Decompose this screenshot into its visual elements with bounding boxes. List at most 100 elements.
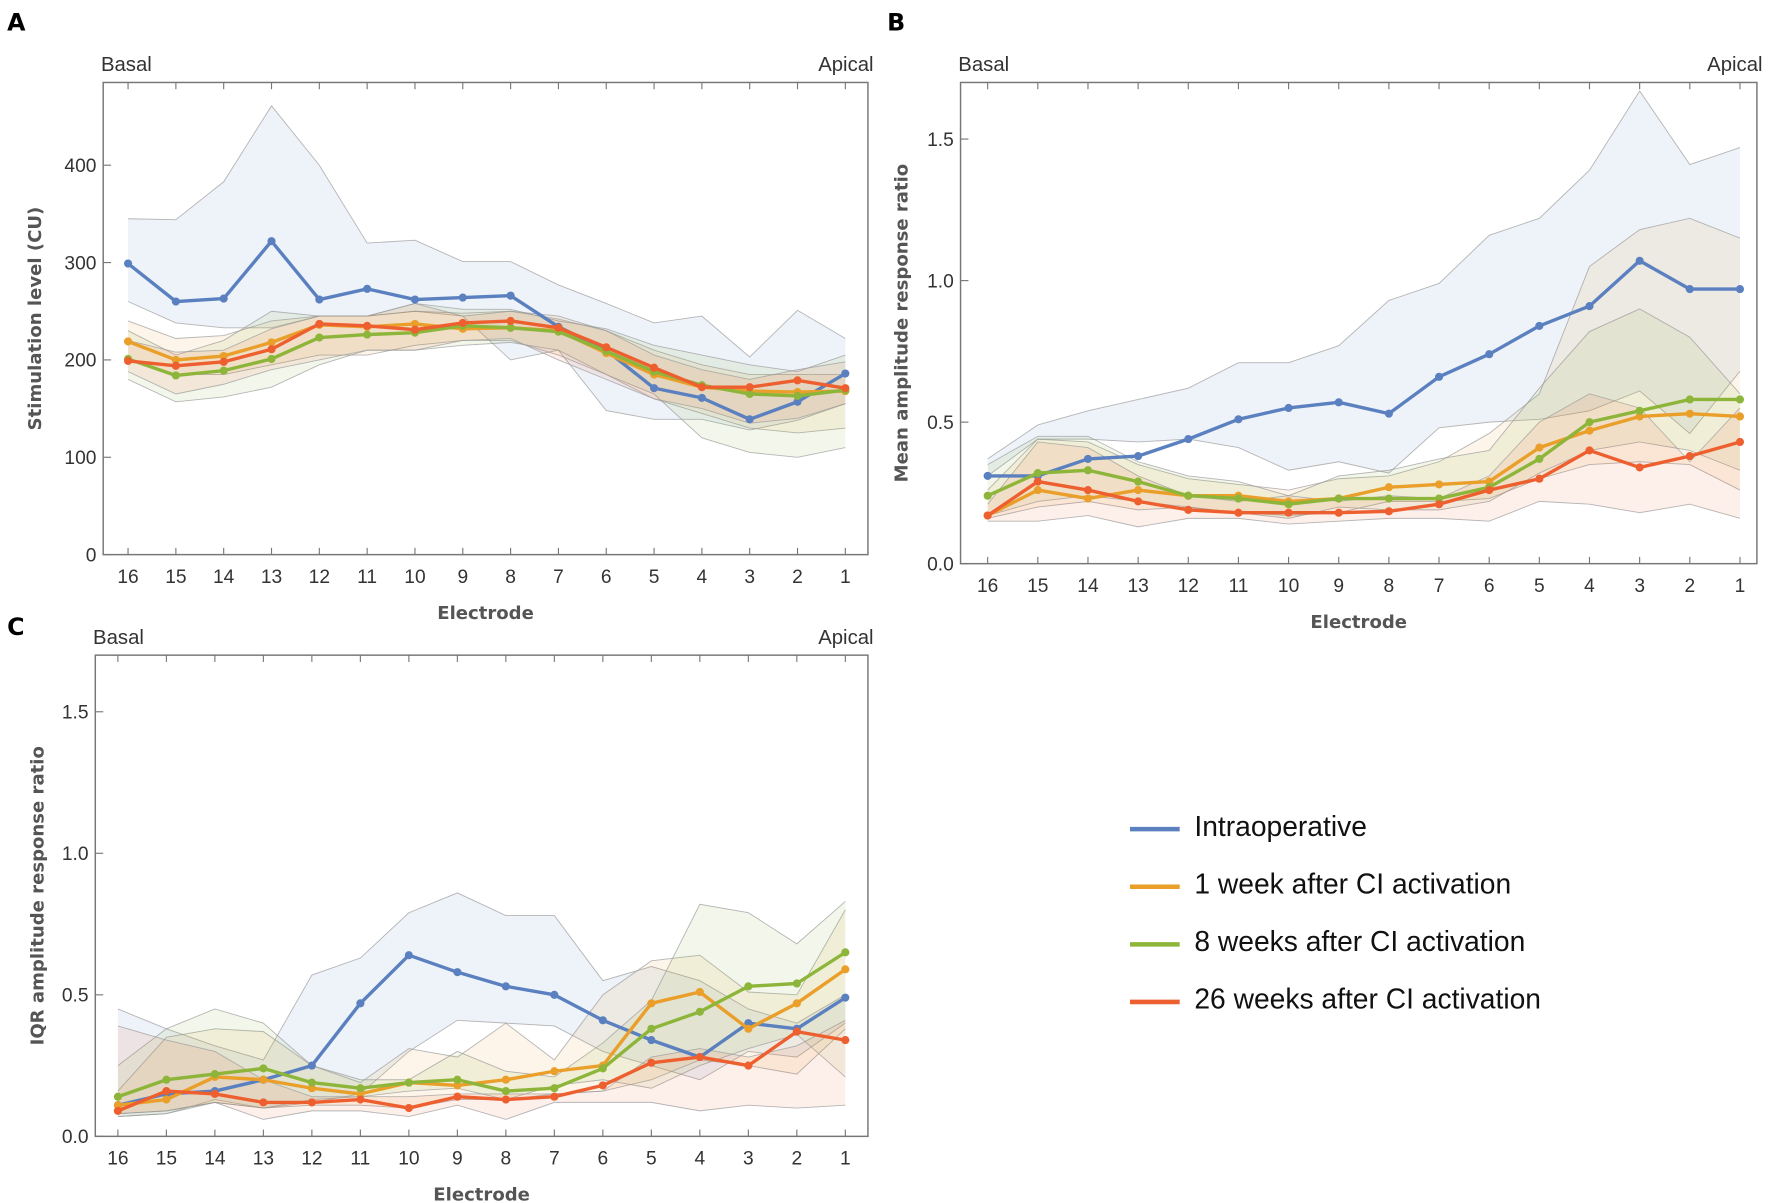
- data-point: [745, 389, 754, 399]
- data-point: [554, 323, 563, 332]
- plot-frame: [102, 81, 869, 556]
- data-point: [1585, 446, 1594, 455]
- data-point: [1434, 480, 1444, 489]
- data-point: [1234, 494, 1243, 503]
- data-point: [1735, 412, 1745, 421]
- data-point: [744, 982, 753, 991]
- band-upper-edge: [117, 909, 846, 1092]
- data-point: [363, 330, 372, 339]
- data-point: [1635, 256, 1644, 265]
- data-point: [1134, 485, 1143, 495]
- x-tick-label: 13: [261, 567, 282, 588]
- y-tick-label: 200: [64, 351, 96, 372]
- band-upper-edge: [987, 217, 1741, 491]
- data-point: [1635, 406, 1644, 415]
- series-line: [126, 239, 847, 421]
- x-tick-label: 15: [156, 1149, 177, 1170]
- data-point: [501, 1095, 510, 1104]
- x-tick-label: 7: [1434, 576, 1445, 597]
- data-point: [363, 321, 372, 330]
- data-point: [1184, 505, 1193, 514]
- data-point: [307, 1098, 316, 1107]
- data-point: [1134, 452, 1143, 461]
- basal-label: Basal: [101, 54, 152, 76]
- data-point: [356, 1089, 365, 1098]
- data-point: [983, 511, 992, 520]
- data-point: [267, 237, 276, 246]
- legend-label: 26 weeks after CI activation: [1194, 983, 1541, 1015]
- data-point: [259, 1098, 268, 1107]
- data-point: [1334, 398, 1343, 407]
- x-tick-label: 14: [204, 1149, 226, 1170]
- band-lower-edge: [987, 500, 1741, 528]
- data-point: [171, 361, 180, 370]
- band-lower-edge: [987, 461, 1741, 519]
- data-point: [550, 1084, 559, 1093]
- data-point: [793, 397, 802, 406]
- basal-label: Basal: [958, 54, 1009, 76]
- x-tick-label: 4: [697, 567, 708, 588]
- x-tick-label: 8: [501, 1149, 512, 1170]
- data-point: [1485, 350, 1494, 359]
- series-line: [117, 953, 847, 1107]
- data-point: [410, 325, 420, 334]
- data-point: [404, 1103, 413, 1113]
- y-axis-label: IQR amplitude response ratio: [27, 746, 48, 1045]
- band-lower-edge: [127, 338, 846, 424]
- data-point: [356, 999, 365, 1008]
- data-point: [259, 1064, 268, 1073]
- data-point: [1635, 412, 1644, 421]
- x-tick-label: 14: [1077, 576, 1099, 597]
- y-tick-label: 0.0: [927, 554, 954, 575]
- x-tick-label: 8: [505, 567, 516, 588]
- x-tick-label: 1: [1735, 576, 1746, 597]
- data-point: [1083, 466, 1093, 475]
- x-tick-label: 6: [1484, 576, 1495, 597]
- series-line: [127, 324, 846, 398]
- iqr-band: [117, 1020, 846, 1120]
- data-point: [1234, 415, 1243, 424]
- x-tick-label: 15: [1027, 576, 1048, 597]
- series-line: [127, 319, 846, 390]
- x-tick-label: 6: [598, 1149, 609, 1170]
- data-point: [841, 369, 850, 378]
- x-tick-label: 13: [253, 1149, 274, 1170]
- data-point: [453, 968, 462, 977]
- x-tick-label: 11: [357, 567, 377, 588]
- data-point: [1033, 477, 1042, 486]
- data-point: [315, 319, 324, 328]
- data-point: [307, 1084, 316, 1093]
- data-point: [267, 354, 276, 364]
- band-upper-edge: [987, 90, 1741, 460]
- x-axis-label: Electrode: [437, 603, 534, 624]
- data-point: [404, 1078, 413, 1087]
- data-point: [598, 1081, 607, 1090]
- data-point: [1685, 452, 1694, 461]
- data-point: [453, 1092, 462, 1101]
- data-point: [983, 471, 992, 480]
- data-point: [267, 338, 276, 347]
- data-point: [598, 1064, 607, 1073]
- legend-item-intraoperative: Intraoperative: [1129, 810, 1367, 842]
- data-point: [695, 1007, 704, 1016]
- x-tick-label: 5: [646, 1149, 657, 1170]
- data-point: [1284, 500, 1293, 509]
- plot-frame: [94, 654, 869, 1138]
- data-point: [1334, 494, 1343, 503]
- data-point: [1083, 494, 1093, 503]
- data-point: [695, 987, 704, 997]
- data-point: [1535, 454, 1544, 463]
- x-tick-label: 12: [309, 567, 330, 588]
- data-point: [1384, 409, 1393, 418]
- data-point: [171, 297, 180, 306]
- band-lower-edge: [987, 441, 1741, 519]
- data-point: [453, 1081, 462, 1090]
- data-point: [267, 345, 276, 354]
- data-point: [1384, 483, 1393, 492]
- data-point: [697, 383, 706, 392]
- x-tick-label: 10: [1278, 576, 1299, 597]
- x-tick-label: 12: [1178, 576, 1199, 597]
- data-point: [458, 293, 467, 302]
- data-point: [506, 323, 515, 332]
- data-point: [219, 366, 228, 375]
